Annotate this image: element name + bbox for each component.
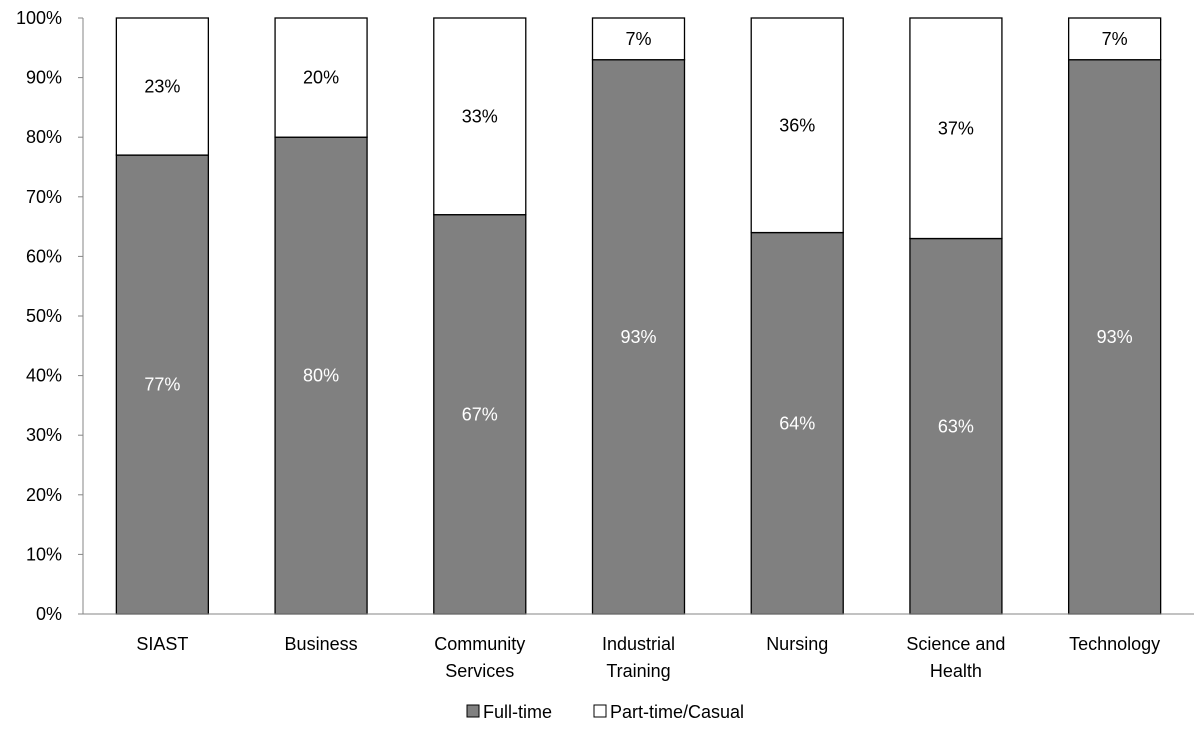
bar-segment-part-time <box>1067 17 1162 61</box>
data-label: 93% <box>620 327 656 347</box>
x-category-label: Services <box>445 661 514 681</box>
bar-segment-full-time <box>433 214 527 615</box>
x-category-label: Training <box>606 661 670 681</box>
bars: 77% 23% 80% 20% 67% 33% 93% 7% 64% 36% 63% 37% 93% 7% <box>115 17 1162 615</box>
x-category-label: Business <box>285 634 358 654</box>
x-category-label: Technology <box>1069 634 1160 654</box>
bar-segment-full-time <box>909 237 1003 615</box>
x-category-label: SIAST <box>136 634 188 654</box>
y-tick-label: 60% <box>26 246 62 266</box>
y-tick-label: 40% <box>26 366 62 386</box>
data-label: 64% <box>779 413 815 433</box>
data-label: 23% <box>144 77 180 97</box>
data-label: 67% <box>462 404 498 424</box>
x-category-label: Industrial <box>602 634 675 654</box>
legend-label: Part-time/Casual <box>610 702 744 722</box>
y-tick-label: 30% <box>26 425 62 445</box>
data-label: 7% <box>625 29 651 49</box>
y-tick-label: 90% <box>26 68 62 88</box>
data-label: 20% <box>303 68 339 88</box>
legend: Full-time Part-time/Casual <box>466 702 744 722</box>
data-label: 80% <box>303 366 339 386</box>
x-axis: SIAST Business Community Services Industrial… <box>83 613 1194 681</box>
bar-segment-part-time <box>274 17 368 138</box>
data-label: 77% <box>144 375 180 395</box>
data-label: 63% <box>938 416 974 436</box>
bar-segment-part-time <box>909 17 1003 240</box>
legend-swatch <box>466 704 480 718</box>
y-tick-label: 0% <box>36 604 62 624</box>
x-category-label: Community <box>434 634 525 654</box>
data-label: 93% <box>1097 327 1133 347</box>
legend-swatch <box>593 704 607 718</box>
y-tick-label: 100% <box>16 8 62 28</box>
bar-segment-full-time <box>591 59 686 615</box>
y-tick-label: 20% <box>26 485 62 505</box>
data-label: 7% <box>1102 29 1128 49</box>
y-tick-label: 10% <box>26 544 62 564</box>
x-category-label: Science and <box>906 634 1005 654</box>
y-axis: 0% 10% 20% 30% 40% 50% 60% 70% 80% 90% 100% <box>16 8 84 624</box>
data-label: 33% <box>462 106 498 126</box>
y-tick-label: 70% <box>26 187 62 207</box>
data-label: 37% <box>938 118 974 138</box>
y-tick-label: 80% <box>26 127 62 147</box>
bar-segment-part-time <box>433 17 527 216</box>
bar-segment-part-time <box>750 17 844 234</box>
y-tick-label: 50% <box>26 306 62 326</box>
x-category-label: Health <box>930 661 982 681</box>
bar-segment-part-time <box>115 17 210 156</box>
bar-segment-full-time <box>115 154 210 615</box>
x-category-label: Nursing <box>766 634 828 654</box>
data-label: 36% <box>779 115 815 135</box>
bar-segment-part-time <box>591 17 686 61</box>
legend-label: Full-time <box>483 702 552 722</box>
